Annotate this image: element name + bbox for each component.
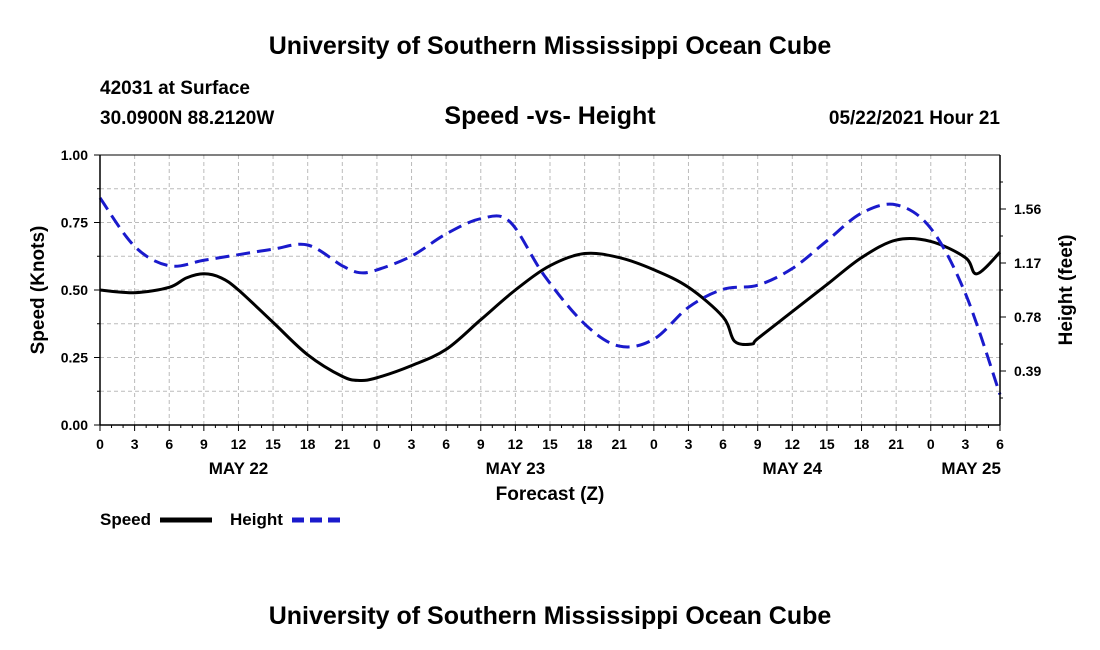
x-tick-label: 21 <box>611 436 627 452</box>
height-series-line <box>98 197 1002 396</box>
day-label: MAY 22 <box>209 459 269 478</box>
x-tick-label: 12 <box>785 436 801 452</box>
timestamp-label: 05/22/2021 Hour 21 <box>829 108 1001 129</box>
x-tick-label: 0 <box>650 436 658 452</box>
x-tick-label: 6 <box>165 436 173 452</box>
grid <box>100 155 1000 425</box>
x-tick-label: 9 <box>200 436 208 452</box>
y-tick-label: 0.00 <box>61 417 88 433</box>
y2-axis-label: Height (feet) <box>1056 235 1077 346</box>
x-tick-label: 3 <box>408 436 416 452</box>
axes: 0 3 6 9 12 15 18 21 0 3 6 9 12 15 18 21 0 3 6 9 12 15 18 21 0 3 6 M… <box>61 147 1042 478</box>
y2-tick-label: 1.56 <box>1014 201 1041 217</box>
day-label: MAY 25 <box>941 459 1001 478</box>
speed-series-line <box>99 237 1002 383</box>
x-tick-label: 9 <box>754 436 762 452</box>
day-label: MAY 23 <box>486 459 546 478</box>
x-tick-label: 3 <box>131 436 139 452</box>
y-tick-label: 0.25 <box>61 350 88 366</box>
y-tick-label: 0.50 <box>61 282 88 298</box>
x-tick-label: 6 <box>719 436 727 452</box>
legend-speed-label: Speed <box>100 510 151 529</box>
x-tick-label: 3 <box>685 436 693 452</box>
legend: Speed Height <box>100 510 342 529</box>
x-tick-label: 15 <box>265 436 281 452</box>
x-tick-label: 21 <box>335 436 351 452</box>
station-label: 42031 at Surface <box>100 78 250 99</box>
bottom-title: University of Southern Mississippi Ocean… <box>269 602 832 630</box>
x-tick-label: 15 <box>819 436 835 452</box>
x-tick-label: 9 <box>477 436 485 452</box>
x-tick-label: 18 <box>577 436 593 452</box>
x-tick-label: 12 <box>508 436 524 452</box>
legend-height-label: Height <box>230 510 283 529</box>
series-layer <box>98 197 1002 396</box>
x-tick-label: 6 <box>996 436 1004 452</box>
y2-tick-label: 0.39 <box>1014 363 1041 379</box>
chart-title: Speed -vs- Height <box>444 102 656 130</box>
y-axis-label: Speed (Knots) <box>28 226 49 355</box>
x-tick-label: 18 <box>300 436 316 452</box>
x-axis-label: Forecast (Z) <box>496 484 605 505</box>
coordinates-label: 30.0900N 88.2120W <box>100 108 274 129</box>
y-tick-label: 0.75 <box>61 215 88 231</box>
y-tick-label: 1.00 <box>61 147 88 163</box>
x-tick-label: 0 <box>96 436 104 452</box>
x-tick-label: 21 <box>888 436 904 452</box>
y2-tick-label: 1.17 <box>1014 255 1041 271</box>
x-tick-label: 18 <box>854 436 870 452</box>
day-label: MAY 24 <box>763 459 823 478</box>
x-tick-label: 3 <box>961 436 969 452</box>
top-title: University of Southern Mississippi Ocean… <box>269 32 832 60</box>
x-tick-label: 0 <box>373 436 381 452</box>
y2-tick-label: 0.78 <box>1014 309 1041 325</box>
x-tick-label: 12 <box>231 436 247 452</box>
x-tick-label: 6 <box>442 436 450 452</box>
x-tick-label: 0 <box>927 436 935 452</box>
x-tick-label: 15 <box>542 436 558 452</box>
